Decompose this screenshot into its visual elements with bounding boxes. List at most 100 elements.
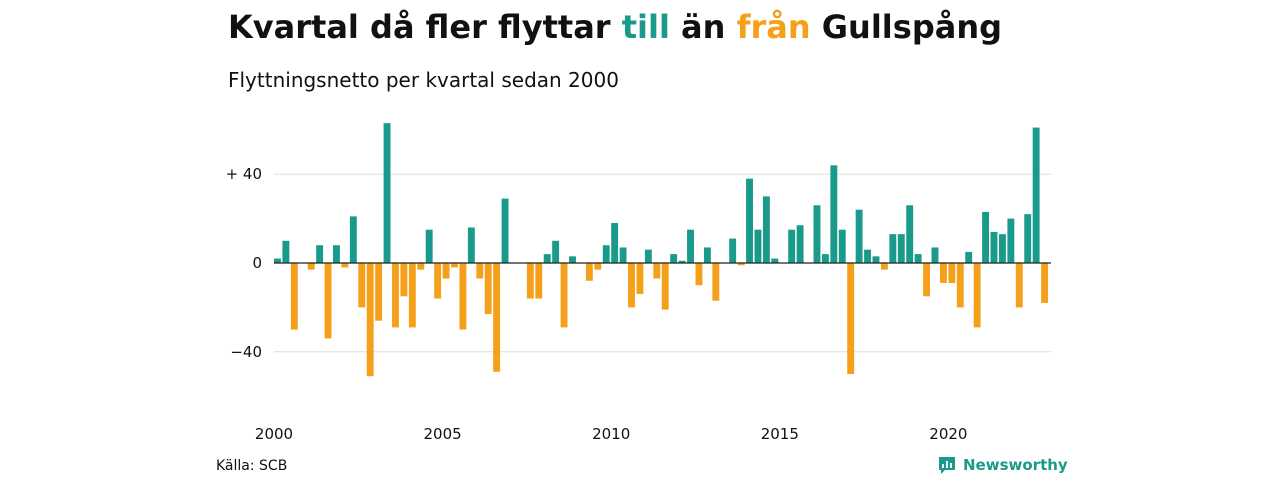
bar [788,229,796,263]
bar [274,258,281,263]
bar [493,263,501,372]
bar [282,240,290,263]
bar [375,263,383,321]
bar [526,263,534,299]
bar [619,247,627,263]
bar [1007,218,1015,263]
x-tick-label: 2005 [424,425,462,443]
bar [290,263,298,330]
x-tick-label: 2010 [592,425,630,443]
bar [914,254,922,263]
bar [358,263,366,308]
bar [864,249,871,263]
bar [569,256,576,263]
x-tick-label: 2000 [255,425,293,443]
bar [813,205,821,263]
source-note: Källa: SCB [216,458,288,474]
bar [678,260,686,263]
bar [636,263,644,295]
bar [585,263,593,281]
bar [703,247,711,263]
brand-name: Newsworthy [963,456,1068,474]
y-tick-label: + 40 [226,165,262,183]
bar [333,245,340,263]
bar [687,229,694,263]
bar [628,263,635,308]
bar [990,231,998,263]
bar [341,263,349,268]
bar [1041,263,1049,303]
newsworthy-logo-icon [939,457,955,474]
bar [417,263,425,270]
title-highlight-till: till [621,8,670,46]
bar [467,227,475,263]
title-part-3: Gullspång [810,8,1002,46]
bar [451,263,458,268]
bar [602,245,610,263]
bar [754,229,762,263]
bar [965,251,973,263]
y-tick-label: 0 [252,254,262,272]
bar [476,263,484,279]
bar [611,223,619,263]
brand-logo[interactable]: Newsworthy [937,455,1068,475]
title-highlight-fran: från [736,8,811,46]
title-part-2: än [669,8,737,46]
bar [948,263,956,283]
bar [880,263,888,270]
x-tick-label: 2020 [929,425,967,443]
bar [484,263,492,315]
bar [501,198,509,263]
bar [821,254,829,263]
bar [982,211,990,263]
bar [459,263,467,330]
bar [408,263,416,328]
bar [653,263,661,279]
bar [316,245,324,263]
bar [1032,127,1040,263]
bar [998,234,1006,263]
bar [552,240,560,263]
bar [434,263,442,299]
title-part-1: Kvartal då fler flyttar [228,8,622,46]
bar [939,263,947,283]
bar [425,229,433,263]
bar [746,178,753,263]
bar [442,263,450,279]
bar [973,263,981,328]
bar [543,254,551,263]
bar [906,205,914,263]
bar [771,258,779,263]
bar [644,249,652,263]
bar [737,263,745,266]
bar [594,263,602,270]
bar [366,263,374,377]
bar [830,165,838,263]
x-tick-label: 2015 [761,425,799,443]
y-tick-label: −40 [230,343,262,361]
bar [855,209,863,263]
chart-subtitle: Flyttningsnetto per kvartal sedan 2000 [228,68,619,92]
bar [762,196,770,263]
bar [535,263,543,299]
bar [392,263,399,328]
bar [695,263,703,286]
bar [1024,214,1032,263]
bar [931,247,939,263]
bar [349,216,357,263]
bar [400,263,408,297]
bar [324,263,332,339]
bar [560,263,568,328]
bar [923,263,931,297]
bar [838,229,846,263]
bar [889,234,897,263]
bar [712,263,720,301]
chart-title: Kvartal då fler flyttar till än från Gul… [228,8,1002,46]
bar [796,225,804,263]
bar [307,263,315,270]
bar [661,263,669,310]
bar [1015,263,1023,308]
bar [847,263,855,374]
bar [383,123,391,263]
